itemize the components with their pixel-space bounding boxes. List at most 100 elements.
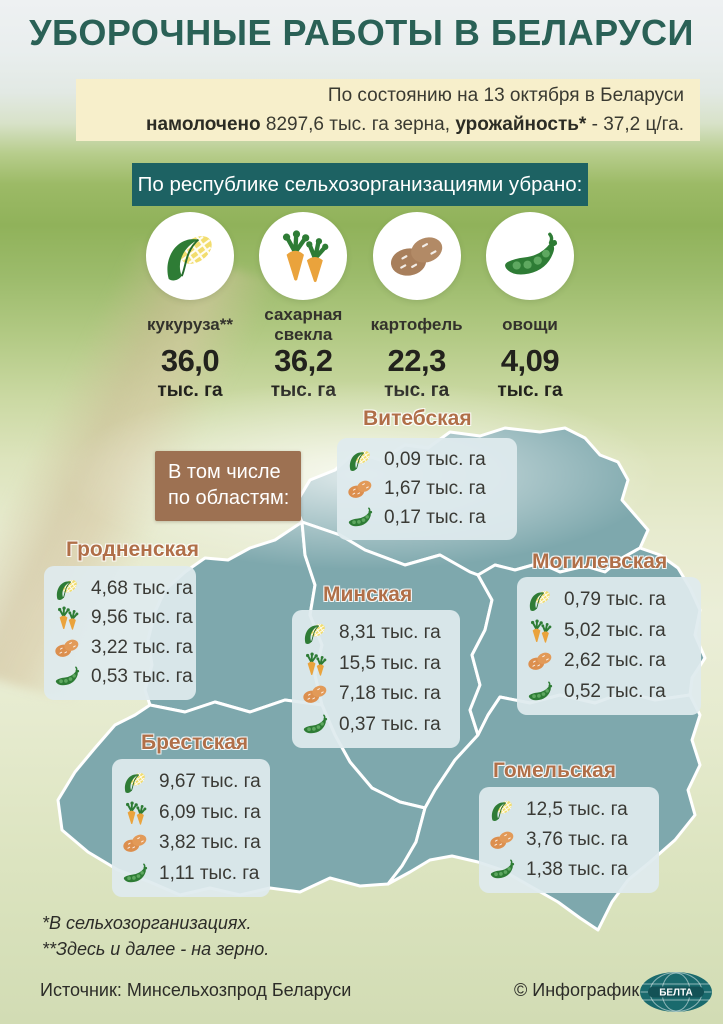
crop-value: 1,38 тыс. га [526, 859, 628, 880]
crop-unit: тыс. га [384, 380, 450, 401]
crop-value: 7,18 тыс. га [339, 683, 441, 705]
summary-line1: По состоянию на 13 октября в Беларуси [327, 85, 684, 106]
peas-icon [302, 712, 328, 738]
crop-row: 15,5 тыс. га [302, 651, 450, 677]
peas-icon [54, 664, 80, 690]
corn-icon [527, 587, 553, 613]
potato-icon [122, 830, 148, 856]
crop-label: картофель [370, 315, 463, 335]
corn-icon [347, 447, 373, 473]
potato-icon [388, 227, 446, 285]
crop-unit: тыс. га [270, 380, 336, 401]
crop-value: 1,11 тыс. га [159, 862, 260, 884]
potato-icon [489, 827, 515, 853]
crop-value: 1,67 тыс. га [384, 477, 486, 499]
corn-icon [489, 797, 515, 823]
crop-value: 5,02 тыс. га [564, 619, 666, 641]
crop-label: сахарная свекла [264, 305, 343, 344]
corn-icon [302, 620, 328, 646]
region-card-minsk: 8,31 тыс. га 15,5 тыс. га 7,18 тыс. га 0… [292, 610, 460, 748]
crop-label: кукуруза** [146, 315, 233, 335]
crop-value: 3,76 тыс. га [526, 829, 628, 850]
region-card-vitebsk: 0,09 тыс. га 1,67 тыс. га 0,17 тыс. га [337, 438, 517, 540]
sugar-beet-circle [259, 212, 348, 300]
crop-row: 2,62 тыс. га [527, 648, 691, 674]
crop-row: 5,02 тыс. га [527, 618, 691, 644]
regions-note-box: В том числе по областям: [155, 451, 301, 521]
crop-value: 12,5 тыс. га [526, 799, 628, 820]
sugar-beet-icon [54, 605, 80, 631]
note-line2: по областям: [168, 487, 290, 510]
crop-value: 0,52 тыс. га [564, 680, 666, 702]
peas-icon [501, 227, 559, 285]
crop-label: овощи [502, 315, 558, 335]
region-card-mogilev: 0,79 тыс. га 5,02 тыс. га 2,62 тыс. га 0… [517, 577, 701, 715]
crop-row: 9,67 тыс. га [122, 769, 261, 795]
potato-icon [527, 648, 553, 674]
sugar-beet-icon [274, 227, 332, 285]
crop-unit: тыс. га [157, 380, 223, 401]
crop-column-potato: картофель 22,3 тыс. га [367, 212, 467, 402]
belta-logo-text: БЕЛТА [659, 988, 693, 999]
republic-crops-row: кукуруза** 36,0 тыс. га сахарная свекла … [140, 212, 580, 402]
crop-value: 4,68 тыс. га [91, 577, 193, 599]
region-label-minsk: Минская [323, 583, 413, 606]
sugar-beet-icon [122, 800, 148, 826]
peas-icon [489, 857, 515, 883]
potato-icon [347, 476, 373, 502]
crop-row: 0,17 тыс. га [347, 505, 507, 531]
region-label-mogilev: Могилевская [532, 550, 668, 573]
crop-value: 3,82 тыс. га [159, 832, 261, 854]
crop-value: 9,56 тыс. га [91, 607, 193, 629]
crop-row: 0,37 тыс. га [302, 712, 450, 738]
peas-icon [527, 679, 553, 705]
corn-icon [54, 576, 80, 602]
crop-row: 1,67 тыс. га [347, 476, 507, 502]
crop-value: 15,5 тыс. га [339, 652, 441, 674]
crop-column-corn: кукуруза** 36,0 тыс. га [140, 212, 240, 402]
crop-column-vegetables: овощи 4,09 тыс. га [480, 212, 580, 402]
crop-column-sugar-beet: сахарная свекла 36,2 тыс. га [253, 212, 353, 402]
sugar-beet-icon [302, 651, 328, 677]
crop-value: 6,09 тыс. га [159, 801, 261, 823]
crop-value: 0,37 тыс. га [339, 713, 441, 735]
potato-icon [302, 681, 328, 707]
summary-box: По состоянию на 13 октября в Беларуси на… [76, 79, 700, 141]
footnote-2: **Здесь и далее - на зерно. [42, 939, 270, 960]
sugar-beet-icon [527, 618, 553, 644]
crop-value: 4,09 [500, 343, 560, 378]
crop-row: 4,68 тыс. га [54, 576, 193, 602]
crop-value: 0,17 тыс. га [384, 506, 486, 528]
crop-row: 3,22 тыс. га [54, 635, 193, 661]
crop-row: 0,09 тыс. га [347, 447, 507, 473]
crop-value: 36,0 [160, 343, 220, 378]
belta-logo: БЕЛТА [640, 972, 712, 1012]
region-card-grodno: 4,68 тыс. га 9,56 тыс. га 3,22 тыс. га 0… [44, 566, 196, 700]
crop-row: 3,76 тыс. га [489, 827, 649, 853]
source-text: Источник: Минсельхозпрод Беларуси [40, 980, 352, 1000]
summary-bold-threshed: намолочено [145, 114, 261, 135]
crop-row: 0,52 тыс. га [527, 679, 691, 705]
crop-value: 0,79 тыс. га [564, 589, 666, 611]
region-label-brest: Брестская [141, 731, 249, 754]
crop-value: 8,31 тыс. га [339, 622, 441, 644]
crop-row: 0,53 тыс. га [54, 664, 193, 690]
footnotes: *В сельхозорганизациях. **Здесь и далее … [42, 910, 269, 962]
peas-icon [347, 505, 373, 531]
page-title: УБОРОЧНЫЕ РАБОТЫ В БЕЛАРУСИ [29, 12, 694, 53]
crop-row: 9,56 тыс. га [54, 605, 193, 631]
region-label-gomel: Гомельская [493, 759, 616, 782]
region-label-grodno: Гродненская [66, 538, 199, 561]
corn-circle [146, 212, 234, 300]
crop-value: 36,2 [274, 343, 333, 378]
region-card-brest: 9,67 тыс. га 6,09 тыс. га 3,82 тыс. га 1… [112, 759, 270, 897]
crop-row: 7,18 тыс. га [302, 681, 450, 707]
crop-value: 0,09 тыс. га [384, 449, 486, 471]
summary-line2: намолочено 8297,6 тыс. га зерна, урожайн… [76, 110, 684, 139]
crop-row: 0,79 тыс. га [527, 587, 691, 613]
crop-row: 12,5 тыс. га [489, 797, 649, 823]
republic-banner: По республике сельхозорганизациями убран… [132, 163, 588, 206]
crop-row: 6,09 тыс. га [122, 800, 261, 826]
crop-row: 1,11 тыс. га [122, 861, 260, 887]
